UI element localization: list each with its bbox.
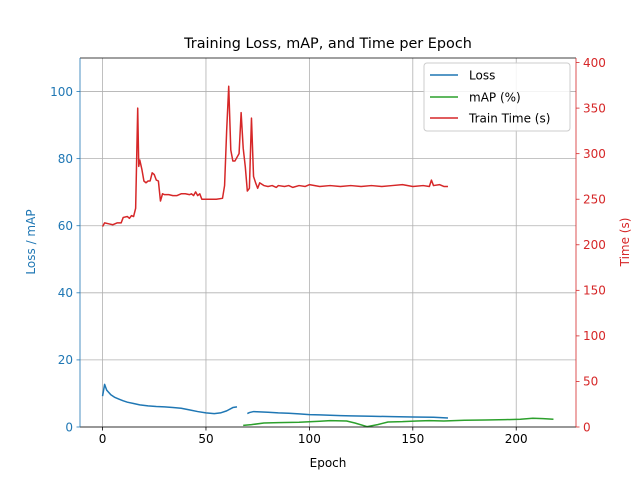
series-line-time [101,85,448,227]
legend-label-time: Train Time (s) [468,112,550,126]
plot-series [101,85,554,428]
legend-label-map: mAP (%) [469,91,521,105]
axes [79,57,577,428]
chart-title: Training Loss, mAP, and Time per Epoch [183,36,472,52]
y-axis-left-label: Loss / mAP [24,209,38,274]
y-left-tick-label: 60 [58,219,73,233]
legend: Loss mAP (%) Train Time (s) [423,62,571,132]
y-right-tick-label: 100 [583,329,606,343]
legend-box [423,62,571,132]
x-tick-label: 200 [505,432,528,446]
y-left-tick-label: 0 [65,420,73,434]
y-right-tick-label: 50 [583,375,598,389]
y-right-tick-label: 0 [583,420,591,434]
y-right-tick-label: 150 [583,284,606,298]
y-right-tick-label: 400 [583,56,606,70]
y-left-tick-label: 100 [50,85,73,99]
legend-label-loss: Loss [469,69,495,83]
y-left-tick-label: 40 [58,286,73,300]
ticks: 0 50 100 150 200 0 20 40 60 80 100 0 50 100 150 200 250 3… [50,56,606,446]
y-left-tick-label: 20 [58,353,73,367]
series-line-loss [247,410,449,419]
y-right-tick-label: 300 [583,147,606,161]
x-tick-label: 50 [198,432,213,446]
y-right-tick-label: 200 [583,238,606,252]
x-tick-label: 0 [99,432,107,446]
x-tick-label: 100 [298,432,321,446]
y-left-tick-label: 80 [58,152,73,166]
y-axis-right-label: Time (s) [618,218,632,268]
y-right-tick-label: 250 [583,193,606,207]
x-axis-label: Epoch [310,456,347,470]
series-line-map [243,417,554,428]
x-tick-label: 150 [401,432,424,446]
y-right-tick-label: 350 [583,101,606,115]
series-line-loss [101,383,238,415]
